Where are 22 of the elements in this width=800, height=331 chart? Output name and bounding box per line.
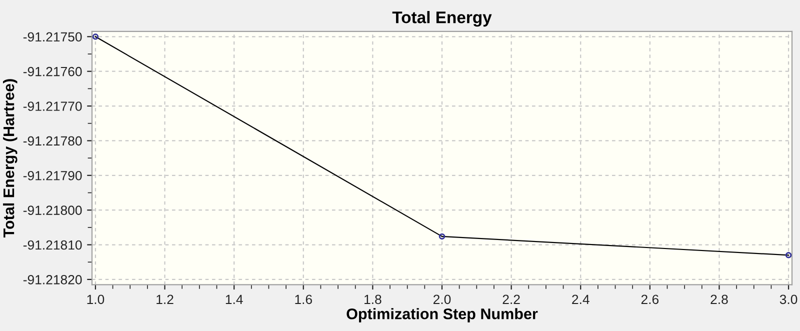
x-tick-label: 1.2 — [156, 294, 174, 304]
y-tick-label: -91.21810 — [23, 240, 82, 250]
x-tick-label: 2.6 — [641, 294, 659, 304]
chart-title: Total Energy — [392, 11, 492, 27]
y-tick-label: -91.21750 — [23, 32, 82, 42]
x-tick-label: 1.8 — [364, 294, 382, 304]
x-tick-label: 2.8 — [710, 294, 728, 304]
y-axis-title: Total Energy (Hartree) — [2, 79, 18, 238]
x-tick-label: 3.0 — [780, 294, 798, 304]
y-tick-label: -91.21790 — [23, 170, 82, 180]
x-tick-label: 1.0 — [87, 294, 104, 304]
x-axis-title: Optimization Step Number — [346, 308, 538, 322]
x-tick-label: 2.4 — [572, 294, 590, 304]
x-tick-label: 2.2 — [502, 294, 520, 304]
x-tick-label: 1.6 — [295, 294, 312, 304]
y-tick-label: -91.21820 — [23, 275, 82, 284]
x-tick-label: 1.4 — [226, 294, 243, 304]
x-tick-label: 2.0 — [433, 294, 451, 304]
y-tick-label: -91.21770 — [23, 102, 82, 111]
y-tick-label: -91.21800 — [23, 206, 82, 215]
y-tick-label: -91.21760 — [23, 66, 82, 76]
y-tick-label: -91.21780 — [23, 136, 82, 146]
